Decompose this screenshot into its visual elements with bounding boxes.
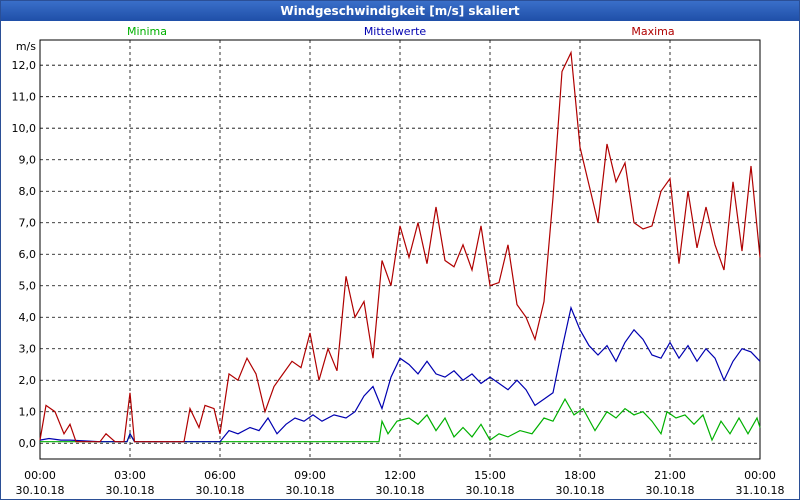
series-line-maxima — [39, 50, 761, 443]
y-tick-label: 8,0 — [19, 185, 37, 198]
series-line-minima — [40, 397, 761, 443]
y-tick-label: 5,0 — [19, 280, 37, 293]
x-tick-time: 03:00 — [114, 469, 146, 482]
x-tick-date: 31.10.18 — [736, 484, 785, 497]
x-tick-time: 18:00 — [564, 469, 596, 482]
y-tick-label: 3,0 — [19, 343, 37, 356]
y-tick-label: 0,0 — [19, 437, 37, 450]
y-tick-label: 10,0 — [12, 122, 37, 135]
y-tick-label: 1,0 — [19, 406, 37, 419]
x-tick-date: 30.10.18 — [106, 484, 155, 497]
x-tick-date: 30.10.18 — [466, 484, 515, 497]
x-tick-date: 30.10.18 — [16, 484, 65, 497]
x-tick-date: 30.10.18 — [286, 484, 335, 497]
series-line-mittelwerte — [39, 305, 761, 443]
y-tick-label: 4,0 — [19, 311, 37, 324]
x-tick-time: 21:00 — [654, 469, 686, 482]
x-tick-time: 00:00 — [744, 469, 776, 482]
x-tick-time: 00:00 — [24, 469, 56, 482]
x-tick-date: 30.10.18 — [556, 484, 605, 497]
x-tick-time: 15:00 — [474, 469, 506, 482]
x-tick-date: 30.10.18 — [646, 484, 695, 497]
y-tick-label: 7,0 — [19, 217, 37, 230]
y-tick-label: 12,0 — [12, 59, 37, 72]
y-tick-label: 6,0 — [19, 248, 37, 261]
y-axis-label: m/s — [16, 40, 36, 53]
y-tick-label: 2,0 — [19, 374, 37, 387]
x-tick-time: 09:00 — [294, 469, 326, 482]
x-tick-time: 12:00 — [384, 469, 416, 482]
legend-minima: Minima — [127, 25, 167, 38]
x-tick-date: 30.10.18 — [196, 484, 245, 497]
window-title: Windgeschwindigkeit [m/s] skaliert — [1, 1, 799, 21]
y-tick-label: 9,0 — [19, 154, 37, 167]
x-tick-time: 06:00 — [204, 469, 236, 482]
y-tick-label: 11,0 — [12, 91, 37, 104]
x-tick-date: 30.10.18 — [376, 484, 425, 497]
legend-maxima: Maxima — [631, 25, 674, 38]
legend-mittelwerte: Mittelwerte — [364, 25, 427, 38]
